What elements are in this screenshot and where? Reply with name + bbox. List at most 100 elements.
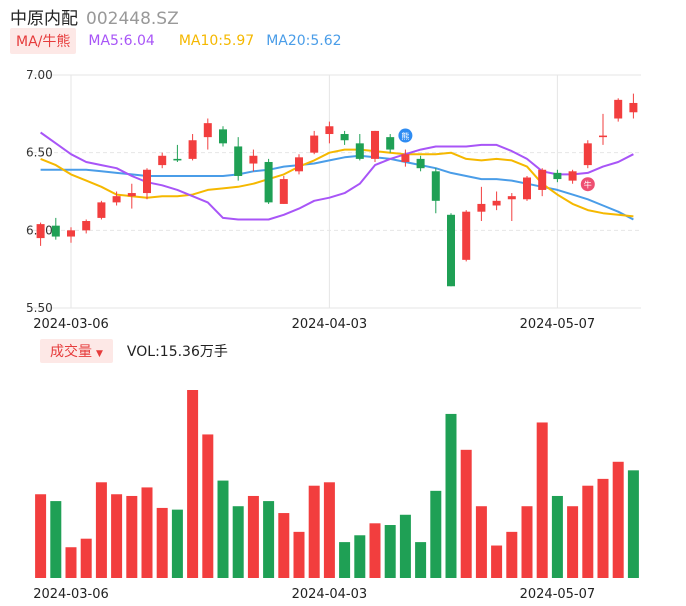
volume-bar (308, 485, 320, 578)
candle (462, 210, 471, 262)
volume-bar (232, 506, 244, 578)
candle (112, 191, 121, 206)
bull-marker-circle (580, 177, 595, 192)
candle (386, 134, 395, 153)
ma20-label: MA20:5.62 (266, 33, 342, 49)
ma-mode-selector[interactable]: MA/牛熊 (10, 28, 77, 54)
volume-bar (111, 494, 123, 578)
volume-bar (202, 434, 214, 578)
candle (97, 200, 106, 220)
bear-marker-circle (398, 128, 413, 143)
candle (492, 191, 501, 211)
volume-bar (551, 495, 563, 578)
candle-body (386, 137, 395, 150)
candle-body (188, 140, 197, 159)
candle-body (355, 143, 364, 159)
volume-bar (475, 506, 487, 578)
candle-body (158, 155, 167, 166)
candle-body (36, 224, 45, 239)
candle-body (447, 214, 455, 287)
volume-bar (384, 525, 396, 578)
candle (614, 98, 623, 122)
candle (599, 113, 607, 145)
volume-bar (536, 422, 548, 578)
volume-bar (65, 547, 77, 578)
dropdown-arrow-icon: ▼ (96, 349, 103, 359)
candle-body (234, 146, 243, 176)
volume-bar (339, 542, 351, 578)
ma20-line (40, 154, 634, 221)
volume-bar (323, 482, 335, 578)
volume-bar (141, 487, 153, 578)
candle-body (477, 203, 486, 212)
candle-body (599, 135, 607, 138)
candle (219, 126, 227, 147)
volume-bar (369, 523, 381, 578)
volume-bar (582, 485, 594, 578)
candle-body (462, 211, 471, 260)
candle (82, 219, 91, 234)
candle (477, 186, 486, 222)
volume-x-tick-label: 2024-03-06 (33, 587, 109, 602)
candle (158, 152, 167, 169)
volume-bar (247, 495, 259, 578)
candle (143, 168, 151, 200)
candle (279, 175, 288, 204)
candle-body (325, 126, 334, 135)
bear-marker-label: 熊 (401, 131, 409, 141)
candle-body (249, 155, 258, 164)
volume-bar (95, 482, 107, 578)
candle-body (583, 143, 592, 166)
volume-bar (293, 531, 305, 578)
volume-bar (278, 513, 290, 578)
volume-selector[interactable]: 成交量 ▼ (40, 339, 113, 363)
y-tick-label: 6.50 (26, 146, 53, 160)
candle-body (538, 169, 547, 190)
candle (325, 121, 334, 144)
volume-bar (156, 507, 168, 578)
candle (249, 149, 258, 172)
y-tick-label: 5.50 (26, 301, 53, 315)
candle-body (203, 123, 212, 138)
volume-bar (126, 495, 138, 578)
candle-body (629, 102, 638, 113)
candle-body (310, 135, 319, 153)
x-tick-label: 2024-05-07 (520, 317, 596, 332)
candle (553, 169, 562, 183)
candle-body (82, 221, 91, 231)
volume-bar (597, 478, 609, 578)
x-tick-label: 2024-03-06 (33, 317, 109, 332)
ma5-label: MA5:6.04 (88, 33, 155, 49)
volume-bar (415, 542, 427, 578)
candle-body (51, 225, 60, 237)
candle-body (143, 169, 151, 194)
stock-header: 中原内配 002448.SZ (10, 4, 179, 29)
candle (401, 149, 410, 167)
candle-body (173, 158, 182, 161)
candle (234, 137, 243, 181)
volume-bar (399, 514, 411, 578)
ma-legend: MA/牛熊 MA5:6.04 MA10:5.97 MA20:5.62 (10, 28, 342, 54)
candle-body (431, 171, 440, 201)
volume-x-tick-label: 2024-04-03 (292, 587, 368, 602)
y-tick-label: 7.00 (26, 68, 53, 82)
volume-bar (354, 535, 366, 578)
x-tick-label: 2024-04-03 (292, 317, 368, 332)
candle-body (507, 196, 516, 200)
candle-body (523, 177, 531, 200)
candle (264, 158, 273, 204)
volume-bar (567, 506, 579, 578)
candle-body (67, 230, 75, 237)
candle (371, 130, 379, 162)
candle (538, 168, 547, 197)
volume-bar (35, 494, 47, 578)
volume-legend: 成交量 ▼ VOL:15.36万手 (40, 339, 228, 363)
candle (51, 217, 60, 240)
candle-body (492, 200, 501, 206)
candle (523, 175, 531, 201)
candle (295, 154, 303, 175)
ma5-line (40, 131, 634, 221)
candle (507, 193, 516, 222)
candle-body (553, 172, 562, 180)
